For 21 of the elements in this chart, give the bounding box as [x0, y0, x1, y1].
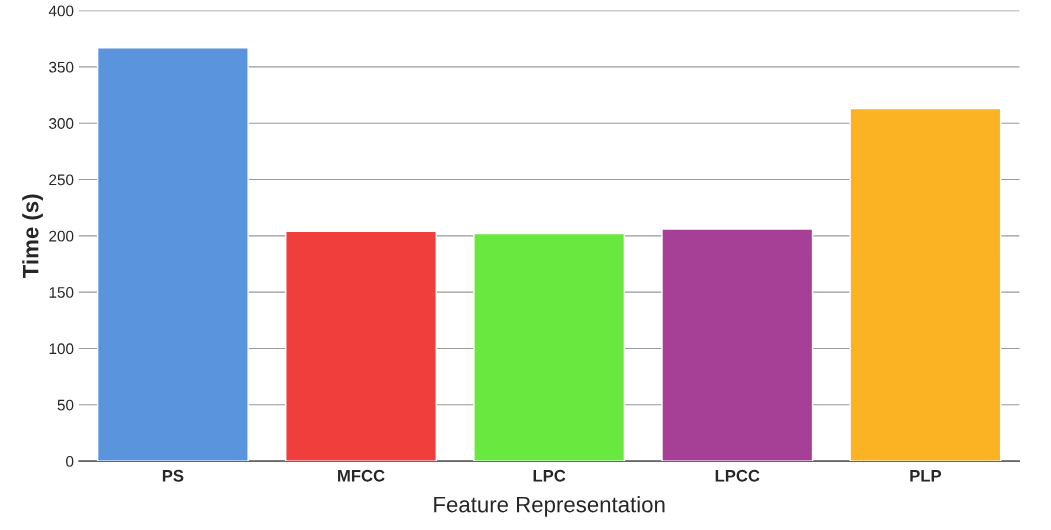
y-tick-label: 0 — [66, 455, 74, 467]
bar — [849, 107, 1002, 462]
y-tick-label: 250 — [49, 174, 74, 186]
bar — [285, 230, 437, 462]
y-tick-label: 100 — [49, 343, 74, 355]
bar — [661, 228, 814, 462]
x-tick-label: PLP — [910, 470, 942, 482]
bar — [96, 47, 249, 462]
y-tick-label: 50 — [57, 399, 74, 411]
y-tick-label: 200 — [49, 230, 74, 242]
y-tick-label: 300 — [49, 118, 74, 129]
x-tick-label: LPC — [533, 469, 566, 482]
x-tick-label: LPCC — [715, 469, 760, 482]
y-tick-label: 350 — [49, 61, 74, 73]
y-tick-label: 400 — [48, 5, 74, 17]
x-tick-label: MFCC — [338, 469, 385, 482]
x-tick-label: PS — [162, 469, 184, 482]
y-tick-label: 150 — [49, 287, 74, 298]
x-axis-title: Feature Representation — [434, 496, 665, 517]
y-axis-title: Time (s) — [22, 194, 43, 278]
bar — [473, 232, 626, 462]
